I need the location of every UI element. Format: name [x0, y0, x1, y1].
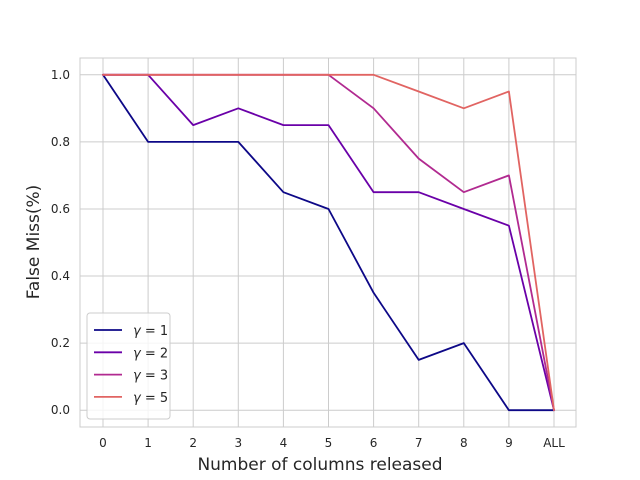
x-tick-label: 0 — [99, 436, 107, 450]
x-tick-label: 9 — [505, 436, 513, 450]
y-tick-label: 1.0 — [51, 68, 70, 82]
x-tick-label: 2 — [189, 436, 197, 450]
legend: γ = 1 γ = 2 γ = 3 γ = 5 — [86, 312, 171, 420]
y-tick-label: 0.4 — [51, 269, 70, 283]
x-tick-label: 5 — [325, 436, 333, 450]
plot-frame — [79, 57, 577, 428]
series-line — [102, 73, 555, 412]
x-tick-label: 4 — [280, 436, 288, 450]
x-tick-labels: 0 1 2 3 4 5 6 7 8 9 ALL — [99, 436, 565, 450]
x-tick-label: 3 — [234, 436, 242, 450]
legend-label: γ = 5 — [133, 391, 168, 406]
series-lines — [102, 73, 555, 412]
y-tick-label: 0.6 — [51, 202, 70, 216]
x-tick-label: 1 — [144, 436, 152, 450]
y-tick-labels: 0.0 0.2 0.4 0.6 0.8 1.0 — [51, 68, 70, 417]
series-line — [102, 73, 555, 412]
legend-label: γ = 3 — [133, 369, 168, 384]
x-tick-label: ALL — [543, 436, 565, 450]
x-tick-label: 8 — [460, 436, 468, 450]
x-tick-label: 7 — [415, 436, 423, 450]
y-tick-label: 0.2 — [51, 336, 70, 350]
y-axis-title: False Miss(%) — [24, 185, 44, 300]
legend-label: γ = 2 — [133, 346, 168, 361]
x-tick-label: 6 — [370, 436, 378, 450]
legend-label: γ = 1 — [133, 324, 168, 339]
series-line — [102, 73, 555, 412]
x-axis-title: Number of columns released — [197, 455, 442, 475]
y-tick-label: 0.0 — [51, 403, 70, 417]
legend-box — [86, 312, 171, 420]
y-tick-label: 0.8 — [51, 135, 70, 149]
